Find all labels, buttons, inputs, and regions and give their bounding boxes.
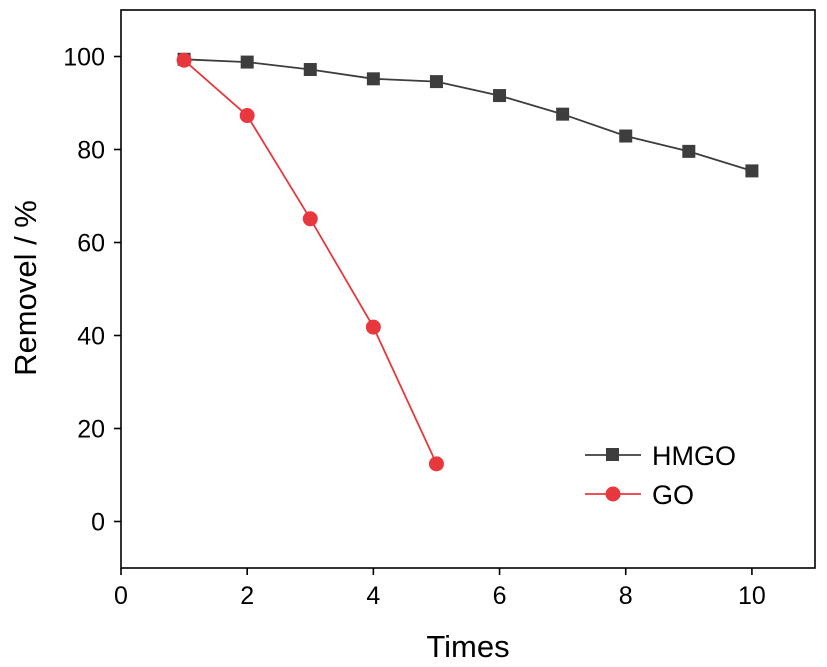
series-go: [176, 52, 444, 472]
series-line-go: [183, 59, 438, 465]
point-hmgo-10: [745, 164, 759, 178]
point-go-4: [365, 319, 381, 335]
y-tick-label-100: 100: [63, 44, 105, 72]
x-tick-label-8: 8: [619, 582, 633, 610]
legend-item-hmgo: HMGO: [585, 441, 736, 471]
y-tick-label-20: 20: [77, 416, 105, 444]
point-go-1: [176, 52, 192, 68]
series-line-hmgo: [184, 58, 753, 172]
legend-marker-go: [605, 486, 621, 502]
x-tick-label-0: 0: [114, 582, 128, 610]
y-tick-label-80: 80: [77, 137, 105, 165]
point-hmgo-7: [556, 107, 570, 121]
series-hmgo: [177, 52, 759, 178]
point-go-5: [428, 456, 444, 472]
legend: HMGO GO: [585, 441, 736, 510]
y-axis-title: Removel / %: [8, 200, 43, 376]
x-axis-title: Times: [426, 629, 509, 664]
axis-ticks: [114, 55, 753, 575]
x-tick-label-6: 6: [493, 582, 507, 610]
point-hmgo-6: [493, 89, 507, 103]
legend-marker-hmgo: [606, 448, 619, 461]
x-tick-label-10: 10: [738, 582, 766, 610]
point-go-3: [302, 211, 318, 227]
x-tick-label-4: 4: [366, 582, 380, 610]
point-hmgo-5: [429, 75, 443, 89]
legend-label-hmgo: HMGO: [652, 441, 736, 471]
point-hmgo-3: [303, 63, 317, 77]
legend-item-go: GO: [585, 480, 694, 510]
y-tick-label-60: 60: [77, 230, 105, 258]
x-tick-label-2: 2: [240, 582, 254, 610]
point-go-2: [239, 108, 255, 124]
point-hmgo-8: [619, 129, 633, 143]
plot-frame: [120, 9, 816, 569]
y-tick-label-40: 40: [77, 323, 105, 351]
point-hmgo-2: [240, 55, 254, 69]
point-hmgo-9: [682, 144, 696, 158]
series-layer: [176, 52, 759, 472]
point-hmgo-4: [366, 72, 380, 86]
legend-label-go: GO: [652, 480, 694, 510]
y-tick-label-0: 0: [91, 509, 105, 537]
